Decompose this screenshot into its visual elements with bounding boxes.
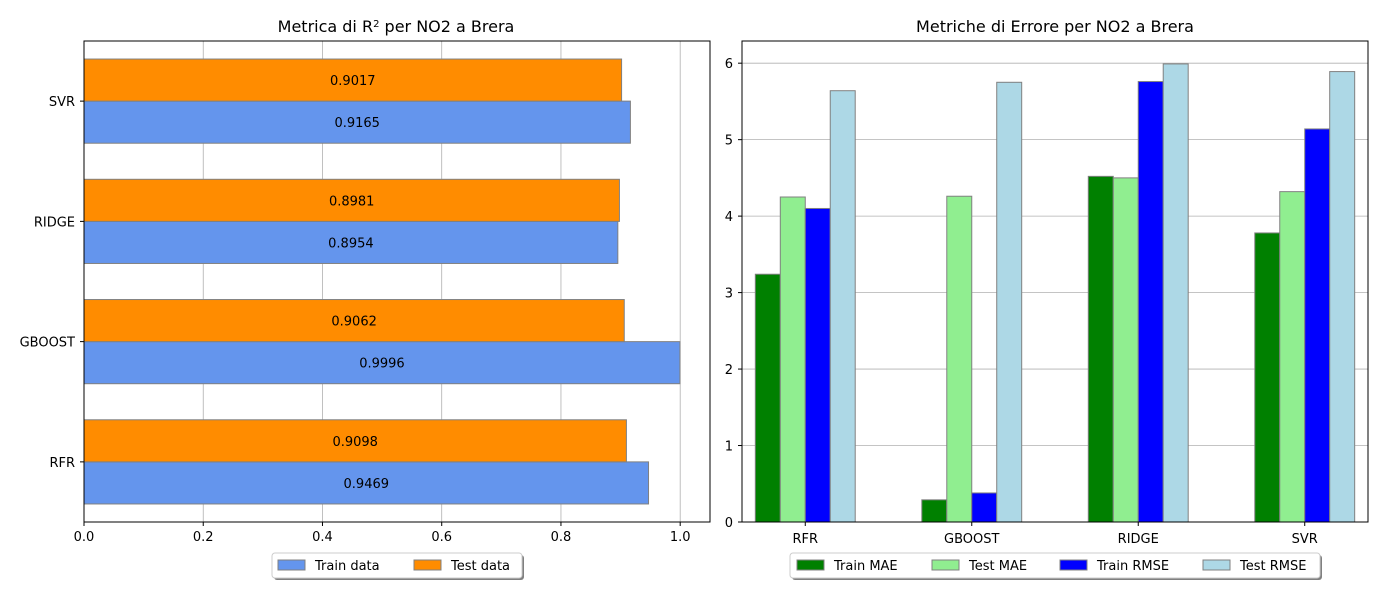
bar-test-mae-ridge xyxy=(1112,177,1139,523)
legend-box xyxy=(271,552,523,579)
bar-test-gboost xyxy=(83,299,625,343)
bar-train-rmse-rfr xyxy=(804,207,831,523)
error-x-ticks: RFR GBOOST RIDGE SVR xyxy=(792,522,1318,547)
data-label-test-svr: 0.9017 xyxy=(330,74,376,89)
y-tick-label: 4 xyxy=(725,210,733,225)
legend-swatch-test-rmse xyxy=(1202,559,1231,571)
x-tick-label-svr: SVR xyxy=(1292,532,1318,547)
x-tick-label: 1.0 xyxy=(670,530,691,545)
x-tick-label-rfr: RFR xyxy=(792,532,818,547)
bar-train-gboost xyxy=(83,341,681,385)
x-tick-label: 0.2 xyxy=(193,530,214,545)
legend-swatch-test-data xyxy=(413,559,442,571)
r2-chart: Metrica di R2 per NO2 a Brera 0.9469 0.90… xyxy=(20,17,711,580)
r2-data-labels: 0.9469 0.9098 0.9996 0.9062 0.8954 0.8981 0.91… xyxy=(328,74,405,492)
y-tick-label: 3 xyxy=(725,287,733,302)
bar-test-rmse-gboost xyxy=(996,81,1023,523)
data-label-train-svr: 0.9165 xyxy=(334,116,380,131)
bar-train-mae-svr xyxy=(1254,232,1281,523)
legend-swatch-test-mae xyxy=(931,559,960,571)
bar-train-mae-gboost xyxy=(921,499,948,523)
y-tick-label-rfr: RFR xyxy=(49,456,75,471)
data-label-test-ridge: 0.8981 xyxy=(329,194,375,209)
error-plot-frame xyxy=(741,40,1369,523)
y-tick-label: 5 xyxy=(725,134,733,149)
data-label-train-rfr: 0.9469 xyxy=(344,477,390,492)
y-tick-label: 0 xyxy=(725,516,733,531)
legend-label-test-mae: Test MAE xyxy=(968,559,1027,574)
x-tick-label: 0.4 xyxy=(312,530,333,545)
bar-test-mae-svr xyxy=(1279,191,1306,523)
bar-train-svr xyxy=(83,100,631,144)
legend-label-test-data: Test data xyxy=(450,559,510,574)
x-tick-label: 0.8 xyxy=(551,530,572,545)
bar-test-rmse-rfr xyxy=(829,90,856,523)
y-tick-label: 2 xyxy=(725,363,733,378)
error-chart: Metriche di Errore per NO2 a Brera RFR GB… xyxy=(725,17,1369,580)
bar-train-mae-ridge xyxy=(1087,175,1114,523)
error-chart-title: Metriche di Errore per NO2 a Brera xyxy=(916,17,1194,36)
data-label-test-gboost: 0.9062 xyxy=(331,315,377,330)
legend-swatch-train-rmse xyxy=(1059,559,1088,571)
error-bars xyxy=(754,63,1356,523)
y-tick-label-svr: SVR xyxy=(49,95,75,110)
legend-swatch-train-data xyxy=(277,559,306,571)
x-tick-label-gboost: GBOOST xyxy=(944,532,999,547)
bar-test-svr xyxy=(83,58,623,102)
r2-legend: Train data Test data xyxy=(271,552,524,580)
bar-test-ridge xyxy=(83,178,620,222)
x-tick-label-ridge: RIDGE xyxy=(1118,532,1159,547)
bar-train-rmse-svr xyxy=(1304,128,1331,523)
y-tick-label-ridge: RIDGE xyxy=(34,215,75,230)
r2-chart-title: Metrica di R2 per NO2 a Brera xyxy=(278,17,515,36)
legend-label-train-mae: Train MAE xyxy=(833,559,898,574)
x-tick-label: 0.6 xyxy=(431,530,452,545)
r2-bars xyxy=(83,58,681,505)
data-label-train-gboost: 0.9996 xyxy=(359,357,405,372)
bar-train-rfr xyxy=(83,461,650,505)
bar-test-mae-gboost xyxy=(946,195,973,523)
bar-test-rmse-ridge xyxy=(1162,63,1189,523)
legend-label-train-data: Train data xyxy=(314,559,380,574)
y-tick-label: 6 xyxy=(725,57,733,72)
y-tick-label-gboost: GBOOST xyxy=(20,336,75,351)
legend-box xyxy=(789,552,1321,579)
bar-test-mae-rfr xyxy=(779,196,806,523)
data-label-test-rfr: 0.9098 xyxy=(332,435,378,450)
r2-plot-frame xyxy=(83,40,711,523)
x-tick-label: 0.0 xyxy=(74,530,95,545)
bar-test-rmse-svr xyxy=(1329,71,1356,523)
error-y-ticks: 0 1 2 3 4 5 6 xyxy=(725,57,742,531)
r2-x-ticks: 0.0 0.2 0.4 0.6 0.8 1.0 xyxy=(74,522,691,545)
data-label-train-ridge: 0.8954 xyxy=(328,236,374,251)
bar-train-rmse-ridge xyxy=(1137,81,1164,523)
legend-swatch-train-mae xyxy=(796,559,825,571)
bar-train-rmse-gboost xyxy=(971,492,998,523)
bar-train-ridge xyxy=(83,220,619,264)
error-legend: Train MAE Test MAE Train RMSE Test RMSE xyxy=(789,552,1322,580)
legend-label-train-rmse: Train RMSE xyxy=(1096,559,1169,574)
r2-y-ticks: RFR GBOOST RIDGE SVR xyxy=(20,95,84,471)
y-tick-label: 1 xyxy=(725,440,733,455)
legend-label-test-rmse: Test RMSE xyxy=(1239,559,1306,574)
bar-train-mae-rfr xyxy=(754,273,781,523)
